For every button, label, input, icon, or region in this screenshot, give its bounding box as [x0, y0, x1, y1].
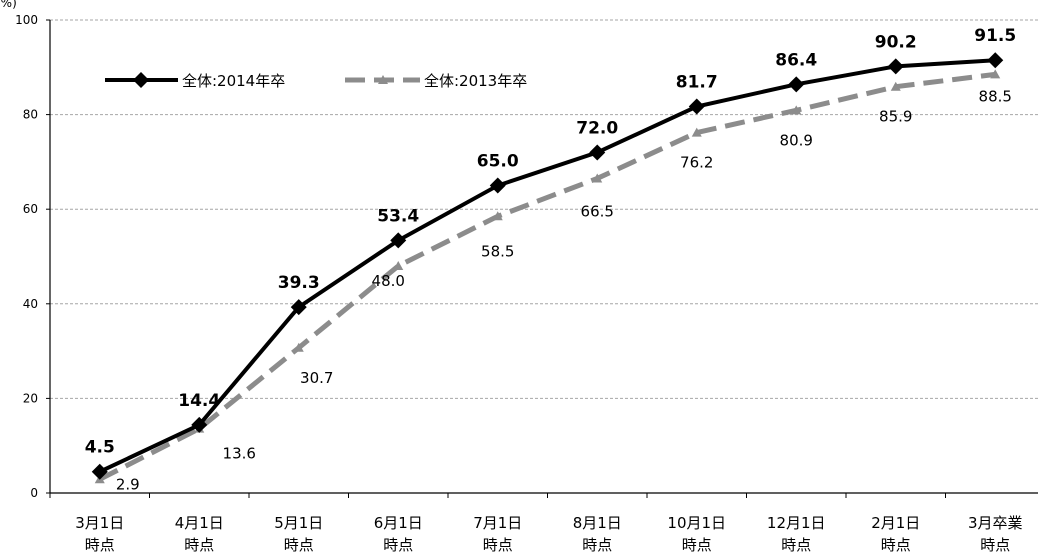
y-tick-label: 60 — [23, 202, 38, 216]
x-tick-label: 6月1日 — [374, 514, 423, 532]
x-tick-label: 時点 — [682, 536, 712, 554]
data-label-2014: 65.0 — [477, 152, 519, 172]
y-tick-label: 80 — [23, 108, 38, 122]
legend-label-2013: 全体:2013年卒 — [424, 72, 527, 90]
series-line-2013 — [98, 71, 996, 482]
data-point-2014 — [589, 144, 606, 161]
y-tick-label: 40 — [23, 297, 38, 311]
data-label-2013: 66.5 — [581, 202, 614, 220]
data-label-2014: 53.4 — [377, 206, 419, 226]
legend: 全体:2014年卒 全体:2013年卒 — [105, 72, 527, 90]
data-point-2014 — [191, 416, 208, 433]
data-label-2014: 14.4 — [178, 391, 220, 411]
gridlines — [50, 19, 1038, 399]
data-labels-2014: 4.5 14.4 39.3 53.4 65.0 72.0 81.7 86.4 90.2 91.5 — [85, 26, 1017, 458]
data-point-2013 — [691, 127, 702, 137]
data-point-2014 — [788, 76, 805, 93]
data-point-2013 — [293, 342, 304, 352]
x-tick-label: 時点 — [980, 536, 1010, 554]
data-label-2014: 86.4 — [775, 50, 817, 70]
data-point-2014 — [489, 177, 506, 194]
data-label-2013: 58.5 — [481, 242, 514, 260]
y-tick-label: 0 — [30, 486, 38, 500]
data-label-2014: 91.5 — [974, 26, 1016, 46]
legend-label-2014: 全体:2014年卒 — [182, 72, 285, 90]
data-label-2014: 39.3 — [278, 273, 320, 293]
data-label-2013: 80.9 — [780, 131, 813, 149]
data-point-2014 — [91, 463, 108, 480]
y-tick-label: 100 — [15, 13, 38, 27]
series-2013 — [94, 69, 1001, 484]
data-label-2013: 88.5 — [979, 87, 1012, 105]
data-label-2014: 90.2 — [875, 32, 917, 52]
legend-marker-2013 — [378, 75, 388, 84]
x-tick-label: 時点 — [383, 536, 413, 554]
data-point-2013 — [393, 260, 404, 270]
x-tick-label: 12月1日 — [767, 514, 826, 532]
x-tick-label: 10月1日 — [667, 514, 726, 532]
x-tick-label: 時点 — [781, 536, 811, 554]
x-tick-label: 時点 — [483, 536, 513, 554]
x-tick-label: 時点 — [582, 536, 612, 554]
data-point-2014 — [390, 232, 407, 249]
series-line-2014 — [98, 58, 996, 474]
x-tick-label: 3月卒業 — [968, 514, 1023, 532]
data-point-2014 — [987, 52, 1004, 69]
data-point-2013 — [592, 173, 603, 183]
y-tick-labels: 0 20 40 60 80 100 — [15, 13, 38, 500]
data-label-2013: 30.7 — [300, 369, 333, 387]
data-label-2014: 72.0 — [576, 118, 618, 138]
x-tick-label: 4月1日 — [175, 514, 224, 532]
x-tick-label: 時点 — [881, 536, 911, 554]
data-label-2013: 85.9 — [879, 108, 912, 126]
x-tick-label: 7月1日 — [473, 514, 522, 532]
x-tick-label: 2月1日 — [871, 514, 920, 532]
data-label-2014: 81.7 — [676, 73, 718, 93]
data-point-2013 — [791, 105, 802, 115]
y-axis-unit-label: (%) — [0, 0, 17, 10]
y-tick-label: 20 — [23, 391, 38, 405]
data-point-2013 — [990, 69, 1001, 79]
data-label-2013: 48.0 — [372, 272, 405, 290]
x-tick-label: 時点 — [85, 536, 115, 554]
data-label-2013: 13.6 — [223, 445, 256, 463]
x-tick-label: 8月1日 — [573, 514, 622, 532]
x-tick-label: 時点 — [284, 536, 314, 554]
data-label-2014: 4.5 — [85, 438, 115, 458]
data-point-2014 — [887, 58, 904, 75]
data-label-2013: 2.9 — [116, 475, 140, 493]
data-label-2013: 76.2 — [680, 154, 713, 172]
x-tick-label: 時点 — [184, 536, 214, 554]
axes — [46, 19, 1038, 498]
data-point-2014 — [290, 299, 307, 316]
data-point-2013 — [492, 211, 503, 221]
x-tick-label: 5月1日 — [274, 514, 323, 532]
legend-marker-2014 — [133, 72, 149, 88]
data-point-2014 — [688, 98, 705, 115]
data-labels-2013: 2.9 13.6 30.7 48.0 58.5 66.5 76.2 80.9 85.9 88.5 — [116, 87, 1012, 493]
x-tick-label: 3月1日 — [75, 514, 124, 532]
data-point-2013 — [890, 81, 901, 91]
series-2014 — [91, 52, 1004, 480]
